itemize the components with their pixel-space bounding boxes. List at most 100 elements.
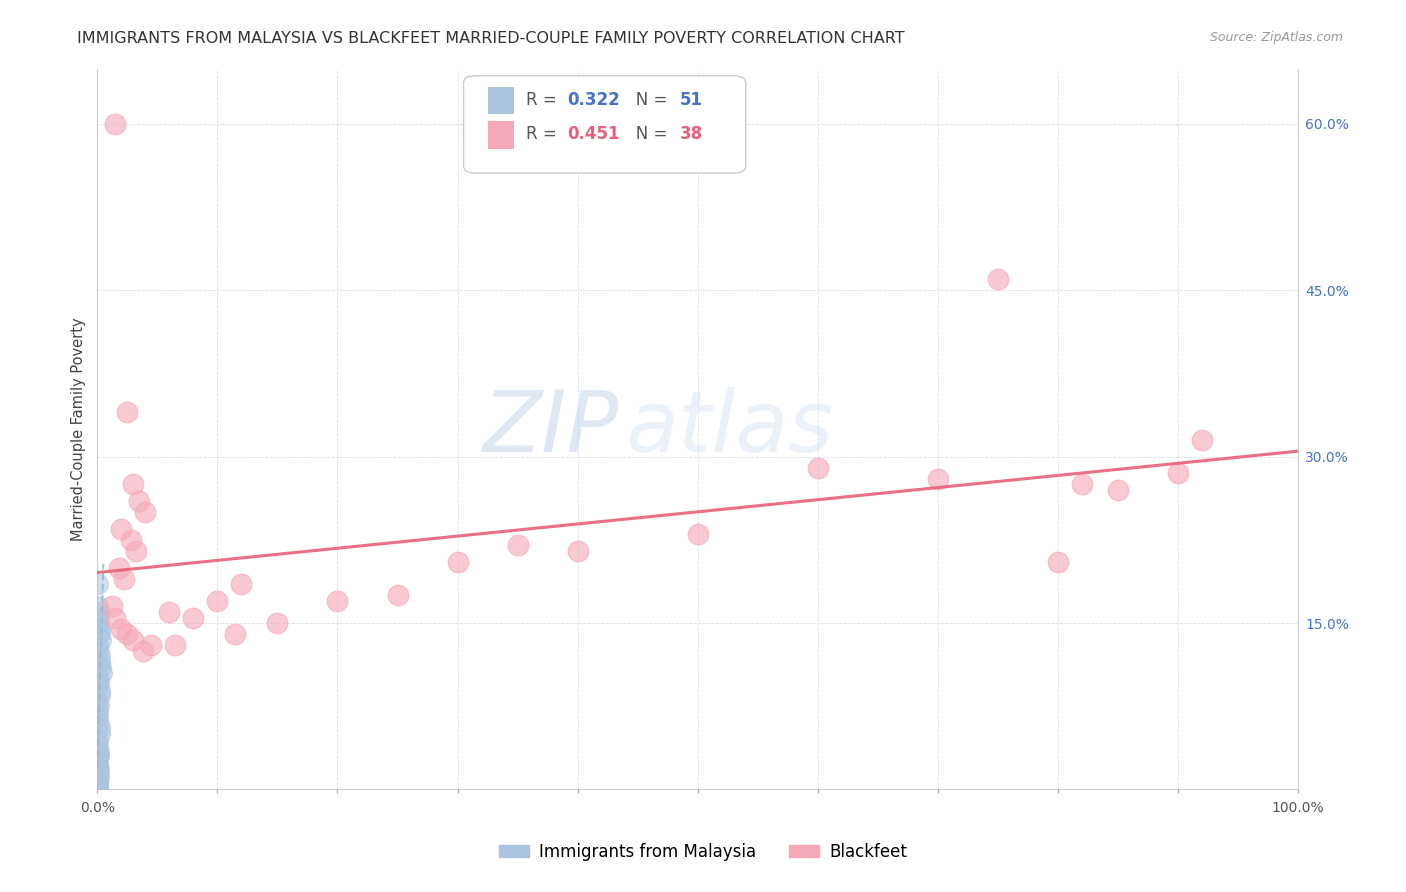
Point — [87, 747, 110, 761]
Text: R =: R = — [526, 90, 562, 109]
Point — [89, 688, 111, 702]
Point — [89, 682, 111, 697]
Point — [387, 588, 409, 602]
Text: ZIP: ZIP — [484, 387, 620, 470]
Text: 51: 51 — [679, 90, 703, 109]
Point — [108, 560, 131, 574]
Point — [87, 710, 110, 724]
Point — [87, 760, 110, 774]
Point — [104, 117, 127, 131]
Point — [927, 472, 949, 486]
Point — [1191, 433, 1213, 447]
Point — [87, 705, 110, 719]
Point — [89, 677, 111, 691]
Point — [87, 779, 110, 793]
Point — [90, 660, 112, 674]
Point — [89, 722, 111, 736]
Point — [89, 627, 111, 641]
Point — [86, 751, 108, 765]
FancyBboxPatch shape — [488, 87, 515, 114]
Point — [686, 527, 709, 541]
Point — [87, 776, 110, 790]
Text: N =: N = — [620, 125, 672, 143]
Point — [117, 405, 139, 419]
Point — [89, 616, 111, 631]
Point — [207, 594, 229, 608]
Text: 0.451: 0.451 — [567, 125, 619, 143]
Point — [87, 694, 110, 708]
Point — [87, 769, 110, 783]
Text: N =: N = — [620, 90, 672, 109]
Point — [87, 605, 110, 619]
Point — [183, 610, 205, 624]
Point — [231, 577, 253, 591]
Point — [87, 772, 110, 786]
Point — [90, 632, 112, 647]
Point — [128, 494, 150, 508]
Point — [87, 738, 110, 752]
Point — [165, 638, 187, 652]
Point — [90, 665, 112, 680]
Point — [87, 644, 110, 658]
Point — [122, 477, 145, 491]
Text: R =: R = — [526, 125, 562, 143]
Point — [86, 782, 108, 797]
Point — [266, 616, 288, 631]
Text: Source: ZipAtlas.com: Source: ZipAtlas.com — [1209, 31, 1343, 45]
Text: IMMIGRANTS FROM MALAYSIA VS BLACKFEET MARRIED-COUPLE FAMILY POVERTY CORRELATION : IMMIGRANTS FROM MALAYSIA VS BLACKFEET MA… — [77, 31, 905, 46]
Point — [87, 780, 110, 795]
Point — [157, 605, 180, 619]
Legend: Immigrants from Malaysia, Blackfeet: Immigrants from Malaysia, Blackfeet — [492, 837, 914, 868]
Point — [122, 632, 145, 647]
Point — [87, 610, 110, 624]
Point — [134, 505, 156, 519]
Point — [87, 755, 110, 769]
Point — [117, 627, 139, 641]
Point — [141, 638, 163, 652]
Text: 38: 38 — [679, 125, 703, 143]
Point — [100, 599, 122, 614]
Point — [567, 544, 589, 558]
Text: 0.322: 0.322 — [567, 90, 620, 109]
Point — [86, 778, 108, 792]
Point — [224, 627, 246, 641]
Point — [87, 732, 110, 747]
Point — [87, 765, 110, 780]
Point — [1046, 555, 1069, 569]
Point — [87, 781, 110, 796]
FancyBboxPatch shape — [464, 76, 745, 173]
Point — [87, 780, 110, 795]
Point — [89, 622, 111, 636]
Point — [86, 781, 108, 796]
Point — [87, 777, 110, 791]
Point — [89, 727, 111, 741]
Point — [1167, 467, 1189, 481]
Point — [87, 773, 110, 788]
Point — [87, 672, 110, 686]
Point — [326, 594, 349, 608]
Point — [987, 272, 1010, 286]
Point — [112, 572, 135, 586]
Point — [89, 715, 111, 730]
Point — [807, 460, 830, 475]
Point — [1107, 483, 1129, 497]
Point — [87, 638, 110, 652]
Point — [87, 599, 110, 614]
Point — [89, 749, 111, 764]
Point — [506, 538, 529, 552]
Point — [110, 522, 132, 536]
Point — [87, 782, 110, 797]
Point — [104, 610, 127, 624]
Point — [87, 763, 110, 777]
Point — [446, 555, 468, 569]
Point — [120, 533, 142, 547]
Point — [89, 655, 111, 669]
Y-axis label: Married-Couple Family Poverty: Married-Couple Family Poverty — [72, 318, 86, 541]
Point — [87, 699, 110, 714]
Point — [87, 758, 110, 772]
Text: atlas: atlas — [626, 387, 834, 470]
Point — [87, 744, 110, 758]
Point — [86, 781, 108, 796]
Point — [1070, 477, 1092, 491]
Point — [132, 644, 155, 658]
